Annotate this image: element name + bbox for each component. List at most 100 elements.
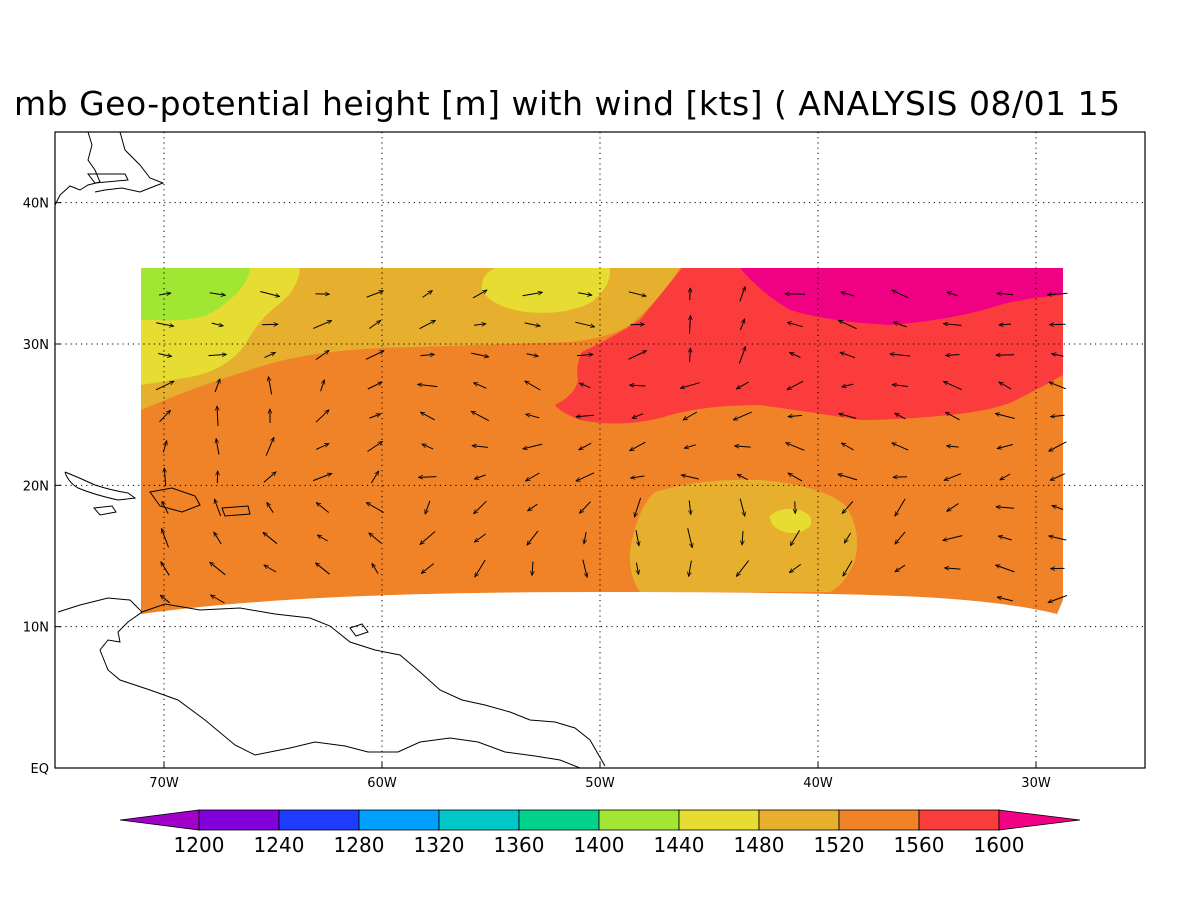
wind-arrow — [475, 559, 486, 577]
wind-arrow — [159, 410, 171, 423]
colorbar-low-end — [119, 809, 200, 831]
wind-arrow — [790, 530, 801, 545]
wind-arrow — [738, 347, 745, 364]
wind-arrow — [1051, 415, 1065, 416]
wind-arrow — [155, 380, 174, 391]
wind-arrow — [943, 380, 962, 391]
wind-arrow — [842, 501, 854, 514]
wind-arrow — [472, 289, 487, 299]
wind-arrow — [944, 473, 962, 481]
wind-arrow — [735, 446, 751, 447]
field-1480-cell — [770, 508, 812, 534]
colorbar-swatch — [758, 809, 840, 831]
wind-arrow — [471, 352, 489, 357]
wind-arrow — [841, 292, 855, 297]
wind-arrow — [422, 291, 433, 298]
wind-arrow — [367, 381, 382, 390]
wind-arrow — [161, 501, 169, 514]
wind-arrow — [742, 530, 743, 545]
wind-arrow — [159, 293, 171, 295]
wind-arrow — [217, 406, 218, 427]
coastlines — [55, 132, 606, 768]
wind-arrow — [787, 322, 803, 328]
wind-arrow — [1052, 506, 1064, 510]
wind-arrow — [892, 289, 909, 299]
wind-arrow — [315, 443, 329, 450]
wind-arrow — [260, 291, 279, 297]
wind-arrow — [474, 533, 486, 542]
wind-arrow — [524, 322, 541, 326]
wind-arrow — [526, 354, 539, 357]
wind-arrow — [578, 293, 592, 295]
x-tick-label: 70W — [149, 776, 179, 791]
x-tick-label: 60W — [367, 776, 397, 791]
wind-arrow — [1052, 354, 1064, 357]
wind-arrow — [788, 472, 803, 482]
coastline-venezuela — [141, 603, 606, 767]
coastline-puerto-rico — [221, 505, 251, 517]
colorbar-swatch — [198, 809, 280, 831]
wind-arrow — [892, 442, 909, 451]
wind-arrow — [313, 320, 331, 329]
colorbar-high-end — [998, 809, 1081, 831]
wind-arrow — [947, 503, 959, 512]
colorbar-swatch — [838, 809, 920, 831]
field-1440-nw — [141, 268, 250, 321]
coastline-hispaniola — [149, 487, 201, 513]
wind-arrow — [737, 473, 749, 481]
wind-arrow — [895, 531, 906, 544]
wind-arrow — [214, 532, 222, 545]
wind-arrow — [422, 443, 434, 450]
wind-arrow — [785, 294, 806, 295]
wind-arrow — [162, 529, 169, 548]
wind-arrow — [366, 502, 384, 513]
wind-arrow — [736, 560, 749, 577]
wind-arrow — [945, 568, 961, 569]
wind-arrow — [474, 500, 487, 514]
wind-arrow — [1049, 441, 1067, 452]
wind-arrow — [369, 533, 382, 544]
wind-arrow — [472, 446, 488, 448]
wind-arrow — [1049, 382, 1067, 390]
wind-arrow — [789, 563, 801, 572]
wind-arrow — [421, 563, 435, 574]
wind-arrow — [687, 528, 693, 547]
wind-arrow — [739, 287, 745, 302]
wind-arrow — [527, 530, 539, 545]
wind-arrow — [576, 354, 593, 355]
wind-arrow — [474, 474, 486, 479]
colorbar-swatch — [278, 809, 360, 831]
wind-arrow — [787, 380, 804, 391]
wind-arrow — [628, 350, 647, 360]
wind-arrow — [636, 562, 638, 575]
wind-arrow — [689, 500, 691, 515]
wind-arrow — [365, 350, 384, 360]
wind-arrow — [946, 355, 960, 356]
wind-arrow — [998, 536, 1012, 541]
wind-arrow — [890, 354, 911, 356]
wind-arrow — [999, 324, 1012, 325]
wind-arrow — [471, 410, 490, 422]
wind-arrow — [264, 351, 276, 359]
wind-arrow — [892, 385, 908, 387]
wind-arrow — [525, 380, 541, 391]
wind-arrow — [156, 322, 174, 326]
wind-arrow — [1049, 536, 1067, 541]
wind-arrow — [425, 500, 431, 514]
latitude-ticks: EQ 10N 20N 30N 40N — [23, 197, 61, 777]
colorbar-swatch — [518, 809, 600, 831]
wind-arrow — [522, 292, 543, 297]
longitude-ticks: 70W 60W 50W 40W 30W — [149, 762, 1051, 791]
colorbar-label: 1280 — [334, 833, 385, 857]
wind-arrow — [844, 532, 852, 543]
wind-arrow — [841, 442, 854, 451]
wind-arrow — [474, 382, 487, 389]
field-1480-north — [481, 268, 611, 313]
wind-arrow — [420, 411, 435, 421]
wind-arrow — [947, 292, 959, 297]
wind-arrow — [1048, 595, 1068, 603]
wind-arrow — [690, 316, 691, 334]
wind-arrow — [579, 442, 592, 451]
field-1640-high — [740, 268, 1063, 325]
